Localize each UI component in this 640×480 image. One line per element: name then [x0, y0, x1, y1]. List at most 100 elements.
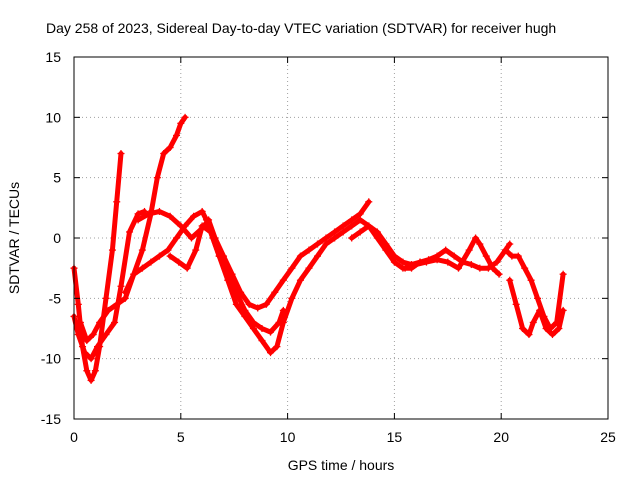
y-tick-label: 5: [53, 170, 61, 186]
data-series: [70, 113, 567, 384]
data-point-marker: [296, 276, 304, 284]
data-point-marker: [187, 234, 195, 242]
data-point-marker: [198, 207, 206, 215]
data-point-marker: [373, 228, 381, 236]
data-point-marker: [245, 300, 253, 308]
data-point-marker: [117, 282, 125, 290]
data-point-marker: [164, 246, 172, 254]
data-point-marker: [495, 270, 503, 278]
data-point-marker: [444, 258, 452, 266]
data-point-marker: [205, 216, 213, 224]
data-point-marker: [96, 343, 104, 351]
data-point-marker: [279, 318, 287, 326]
data-point-marker: [390, 258, 398, 266]
data-point-marker: [356, 228, 364, 236]
data-point-marker: [331, 228, 339, 236]
data-point-marker: [232, 300, 240, 308]
data-point-marker: [102, 294, 110, 302]
series-track-3: [76, 113, 189, 345]
data-point-marker: [314, 240, 322, 248]
data-point-marker: [348, 234, 356, 242]
data-point-marker: [348, 216, 356, 224]
data-point-marker: [519, 325, 527, 332]
axis-ticks: 0 5 10 15 20 25 -15 -10 -5 0 5 10 15: [41, 49, 616, 445]
data-point-marker: [433, 256, 441, 264]
data-point-marker: [183, 264, 191, 272]
data-point-marker: [506, 240, 514, 248]
data-point-marker: [153, 174, 161, 182]
data-point-marker: [215, 252, 223, 260]
x-axis-label: GPS time / hours: [288, 457, 395, 473]
data-point-marker: [198, 222, 206, 230]
data-point-marker: [181, 113, 189, 121]
data-point-marker: [228, 270, 236, 278]
data-point-marker: [339, 222, 347, 230]
data-point-marker: [173, 234, 181, 242]
data-point-marker: [224, 276, 232, 284]
data-point-marker: [87, 355, 95, 363]
chart-title: Day 258 of 2023, Sidereal Day-to-day VTE…: [46, 20, 556, 36]
data-point-marker: [145, 210, 153, 218]
data-point-marker: [173, 131, 181, 139]
data-point-marker: [493, 258, 501, 266]
data-point-marker: [121, 294, 129, 302]
data-point-marker: [130, 270, 138, 278]
data-point-marker: [258, 337, 266, 345]
data-point-marker: [288, 264, 296, 272]
series-line: [507, 277, 566, 337]
data-point-marker: [534, 294, 542, 302]
data-point-marker: [288, 294, 296, 302]
x-tick-label: 15: [387, 429, 403, 445]
data-point-marker: [155, 207, 163, 215]
data-point-marker: [166, 212, 174, 220]
data-point-marker: [267, 328, 275, 336]
data-point-marker: [536, 306, 544, 314]
y-tick-label: 0: [53, 230, 61, 246]
x-tick-label: 0: [70, 429, 78, 445]
data-point-marker: [401, 264, 409, 272]
data-point-marker: [147, 258, 155, 266]
series-track-8: [401, 234, 503, 278]
data-point-marker: [422, 258, 430, 266]
data-point-marker: [548, 331, 556, 339]
x-tick-label: 25: [600, 429, 616, 445]
data-point-marker: [365, 198, 373, 206]
data-point-marker: [365, 222, 373, 230]
data-point-marker: [262, 300, 270, 308]
series-line: [77, 114, 188, 344]
series-track-6: [166, 216, 424, 357]
data-point-marker: [74, 300, 82, 308]
data-point-marker: [87, 376, 95, 384]
data-point-marker: [331, 234, 339, 242]
data-point-marker: [476, 240, 484, 248]
data-point-marker: [555, 325, 563, 332]
data-point-marker: [476, 264, 484, 272]
data-point-marker: [525, 331, 533, 339]
data-point-marker: [465, 246, 473, 254]
data-point-marker: [117, 150, 125, 158]
data-point-marker: [254, 304, 262, 312]
data-point-marker: [267, 349, 275, 357]
y-axis-label: SDTVAR / TECUs: [6, 182, 22, 294]
data-point-marker: [442, 246, 450, 254]
data-point-marker: [356, 216, 364, 224]
data-point-marker: [79, 343, 87, 351]
data-point-marker: [508, 252, 516, 260]
y-tick-label: -5: [49, 290, 62, 306]
data-point-marker: [113, 300, 121, 308]
data-point-marker: [121, 288, 129, 296]
data-point-marker: [177, 222, 185, 230]
data-point-marker: [111, 318, 119, 326]
data-point-marker: [91, 367, 99, 375]
series-track-10: [506, 276, 567, 339]
y-tick-label: 15: [45, 49, 61, 65]
series-track-2: [70, 150, 125, 384]
data-point-marker: [138, 246, 146, 254]
data-point-marker: [273, 343, 281, 351]
y-tick-label: -10: [41, 351, 61, 367]
data-point-marker: [249, 325, 257, 332]
data-point-marker: [339, 228, 347, 236]
data-point-marker: [96, 318, 104, 326]
x-tick-label: 5: [177, 429, 185, 445]
